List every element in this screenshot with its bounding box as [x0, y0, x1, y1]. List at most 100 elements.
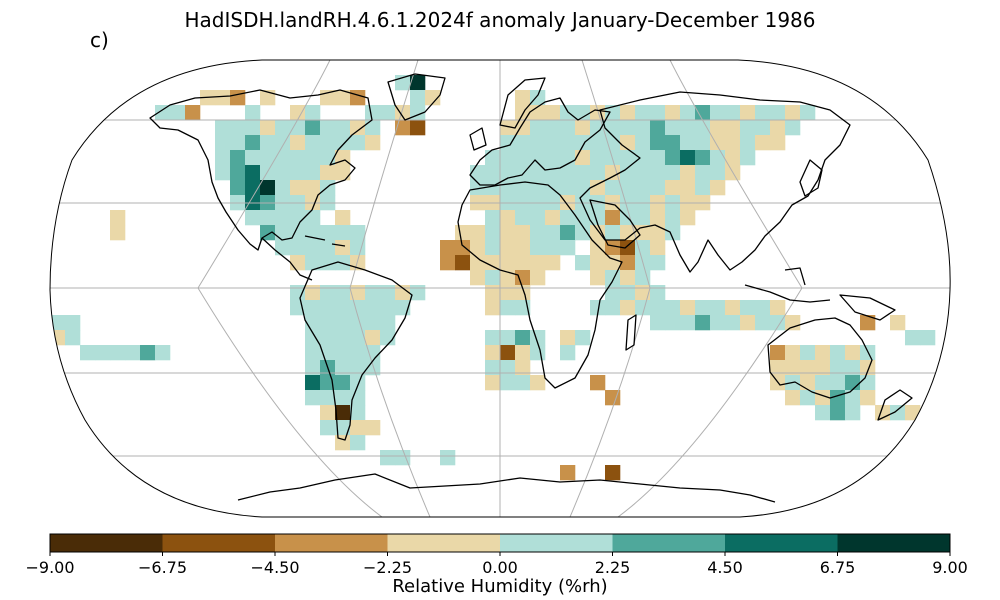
anomaly-cell	[470, 240, 486, 256]
anomaly-cell	[215, 90, 231, 106]
anomaly-cell	[650, 300, 666, 316]
anomaly-cell	[530, 135, 546, 151]
anomaly-cell	[500, 240, 516, 256]
anomaly-cell	[635, 240, 651, 256]
anomaly-cell	[635, 120, 651, 136]
anomaly-cell	[260, 90, 276, 106]
anomaly-cell	[740, 105, 756, 121]
anomaly-cell	[665, 120, 681, 136]
anomaly-cell	[740, 300, 756, 316]
anomaly-cell	[665, 165, 681, 181]
anomaly-cell	[680, 210, 696, 226]
anomaly-cell	[560, 180, 576, 196]
anomaly-cell	[410, 75, 426, 91]
anomaly-cell	[350, 90, 366, 106]
anomaly-cell	[635, 150, 651, 166]
anomaly-cell	[785, 315, 801, 331]
anomaly-cell	[500, 120, 516, 136]
anomaly-cell	[275, 225, 291, 241]
colorbar-tick-label: −2.25	[362, 558, 413, 577]
anomaly-cell	[545, 210, 561, 226]
anomaly-cell	[335, 90, 351, 106]
anomaly-cell	[650, 150, 666, 166]
anomaly-cell	[695, 180, 711, 196]
anomaly-cell	[530, 240, 546, 256]
anomaly-cell	[725, 150, 741, 166]
anomaly-cell	[620, 255, 636, 271]
anomaly-cell	[320, 165, 336, 181]
coast-greenland	[387, 73, 446, 121]
anomaly-cell	[395, 105, 411, 121]
anomaly-cell	[725, 120, 741, 136]
anomaly-cell	[305, 150, 321, 166]
anomaly-cell	[380, 105, 396, 121]
anomaly-cell	[770, 135, 786, 151]
anomaly-cell	[740, 315, 756, 331]
anomaly-cell	[860, 375, 876, 391]
anomaly-cell	[635, 210, 651, 226]
anomaly-cell	[290, 120, 306, 136]
anomaly-cell	[785, 105, 801, 121]
anomaly-cell	[770, 315, 786, 331]
anomaly-cell	[260, 165, 276, 181]
anomaly-cell	[215, 135, 231, 151]
colorbar-tick-label: −4.50	[250, 558, 300, 577]
anomaly-cell	[290, 255, 306, 271]
anomaly-cell	[515, 225, 531, 241]
anomaly-cell	[350, 420, 366, 436]
anomaly-cell	[710, 300, 726, 316]
anomaly-cell	[515, 240, 531, 256]
anomaly-cell	[845, 390, 861, 406]
anomaly-cell	[485, 150, 501, 166]
anomaly-cell	[485, 360, 501, 376]
coast-madagascar	[625, 314, 637, 351]
anomaly-cell	[305, 360, 321, 376]
anomaly-cell	[575, 165, 591, 181]
anomaly-cell	[680, 180, 696, 196]
anomaly-cell	[890, 405, 906, 421]
anomaly-cell	[590, 135, 606, 151]
anomaly-cell	[395, 285, 411, 301]
anomaly-cell	[845, 405, 861, 421]
anomaly-cell	[815, 405, 831, 421]
anomaly-cell	[410, 120, 426, 136]
anomaly-cell	[695, 135, 711, 151]
anomaly-cell	[575, 255, 591, 271]
anomaly-cell	[620, 225, 636, 241]
anomaly-cell	[560, 120, 576, 136]
anomaly-cell	[485, 345, 501, 361]
anomaly-cell	[905, 330, 921, 346]
anomaly-cell	[755, 315, 771, 331]
colorbar-segment	[387, 534, 501, 552]
anomaly-cell	[650, 315, 666, 331]
anomaly-cell	[245, 120, 261, 136]
anomaly-cell	[410, 285, 426, 301]
anomaly-cell	[455, 225, 471, 241]
anomaly-cell	[290, 285, 306, 301]
anomaly-cell	[530, 345, 546, 361]
anomaly-cell	[275, 165, 291, 181]
anomaly-cell	[650, 135, 666, 151]
anomaly-cell	[365, 300, 381, 316]
anomaly-cell	[635, 285, 651, 301]
anomaly-cell	[845, 375, 861, 391]
anomaly-cell	[755, 120, 771, 136]
colorbar-tick-label: 9.00	[932, 558, 968, 577]
anomaly-cell	[515, 285, 531, 301]
anomaly-cell	[800, 360, 816, 376]
anomaly-cell	[485, 330, 501, 346]
anomaly-cell	[320, 120, 336, 136]
anomaly-cell	[350, 405, 366, 421]
anomaly-cell	[305, 105, 321, 121]
anomaly-cell	[305, 390, 321, 406]
anomaly-cell	[515, 375, 531, 391]
anomaly-cell	[530, 270, 546, 286]
anomaly-cell	[590, 375, 606, 391]
anomaly-cell	[305, 285, 321, 301]
anomaly-cell	[95, 345, 111, 361]
anomaly-cell	[320, 330, 336, 346]
anomaly-cell	[185, 105, 201, 121]
anomaly-cell	[290, 105, 306, 121]
anomaly-cell	[560, 135, 576, 151]
anomaly-cell	[830, 375, 846, 391]
